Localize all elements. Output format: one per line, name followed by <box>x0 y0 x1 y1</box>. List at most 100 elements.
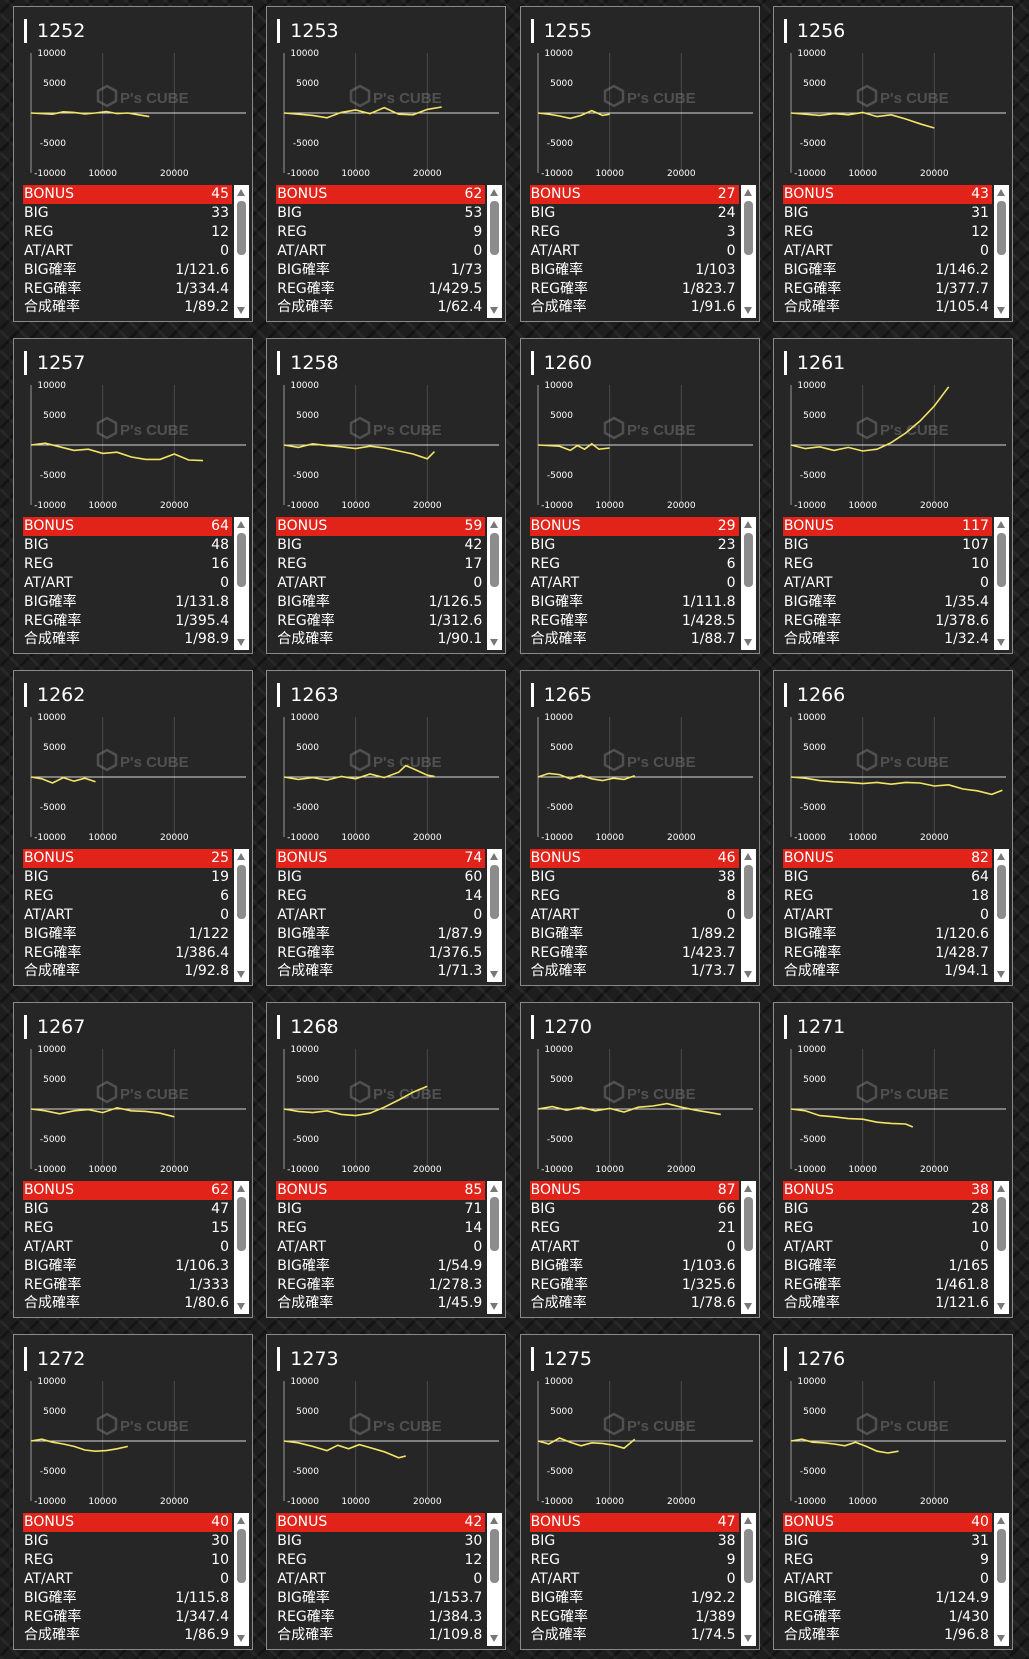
stats-scrollbar[interactable] <box>993 185 1009 318</box>
machine-card[interactable]: 1276 P's CUBE 10000 5000 -5000 -10000 10000 200… <box>772 1334 1013 1650</box>
scroll-down-arrow-icon[interactable] <box>490 639 499 646</box>
scroll-up-arrow-icon[interactable] <box>996 1517 1005 1524</box>
machine-card[interactable]: 1266 P's CUBE 10000 5000 -5000 -10000 10000 200… <box>772 670 1013 986</box>
scroll-down-arrow-icon[interactable] <box>996 1303 1005 1310</box>
machine-card[interactable]: 1261 P's CUBE 10000 5000 -5000 -10000 10000 200… <box>772 338 1013 654</box>
scroll-up-arrow-icon[interactable] <box>996 189 1005 196</box>
machine-card[interactable]: 1270 P's CUBE 10000 5000 -5000 -10000 10000 200… <box>519 1002 760 1318</box>
stats-scrollbar[interactable] <box>993 1513 1009 1646</box>
scroll-down-arrow-icon[interactable] <box>490 1303 499 1310</box>
scroll-up-arrow-icon[interactable] <box>996 521 1005 528</box>
scroll-down-arrow-icon[interactable] <box>743 1635 752 1642</box>
scroll-down-arrow-icon[interactable] <box>996 1635 1005 1642</box>
machine-card[interactable]: 1263 P's CUBE 10000 5000 -5000 -10000 10000 200… <box>266 670 507 986</box>
scroll-thumb[interactable] <box>237 865 246 919</box>
scroll-up-arrow-icon[interactable] <box>996 853 1005 860</box>
machine-card[interactable]: 1257 P's CUBE 10000 5000 -5000 -10000 10000 200… <box>13 338 253 654</box>
scroll-up-arrow-icon[interactable] <box>743 853 752 860</box>
scroll-down-arrow-icon[interactable] <box>237 1635 245 1642</box>
machine-card[interactable]: 1265 P's CUBE 10000 5000 -5000 -10000 10000 200… <box>519 670 760 986</box>
scroll-up-arrow-icon[interactable] <box>237 189 245 196</box>
scroll-thumb[interactable] <box>996 533 1006 587</box>
stats-scrollbar[interactable] <box>740 185 756 318</box>
scroll-down-arrow-icon[interactable] <box>743 307 752 314</box>
scroll-down-arrow-icon[interactable] <box>743 971 752 978</box>
scroll-thumb[interactable] <box>996 1197 1006 1251</box>
scroll-thumb[interactable] <box>996 865 1006 919</box>
machine-card[interactable]: 1275 P's CUBE 10000 5000 -5000 -10000 10000 200… <box>519 1334 760 1650</box>
stats-scrollbar[interactable] <box>993 849 1009 982</box>
machine-card[interactable]: 1267 P's CUBE 10000 5000 -5000 -10000 10000 200… <box>13 1002 253 1318</box>
stats-scrollbar[interactable] <box>740 1513 756 1646</box>
stats-scrollbar[interactable] <box>234 1513 249 1646</box>
machine-card[interactable]: 1271 P's CUBE 10000 5000 -5000 -10000 10000 200… <box>772 1002 1013 1318</box>
scroll-up-arrow-icon[interactable] <box>490 189 499 196</box>
scroll-up-arrow-icon[interactable] <box>490 853 499 860</box>
scroll-thumb[interactable] <box>743 533 753 587</box>
stats-scrollbar[interactable] <box>993 517 1009 650</box>
scroll-up-arrow-icon[interactable] <box>237 1185 245 1192</box>
scroll-down-arrow-icon[interactable] <box>996 639 1005 646</box>
scroll-thumb[interactable] <box>490 1197 500 1251</box>
machine-card[interactable]: 1256 P's CUBE 10000 5000 -5000 -10000 10000 200… <box>772 6 1013 322</box>
stats-scrollbar[interactable] <box>740 517 756 650</box>
stats-scrollbar[interactable] <box>234 849 249 982</box>
scroll-up-arrow-icon[interactable] <box>743 1185 752 1192</box>
scroll-up-arrow-icon[interactable] <box>743 1517 752 1524</box>
scroll-down-arrow-icon[interactable] <box>490 971 499 978</box>
scroll-thumb[interactable] <box>743 865 753 919</box>
machine-card[interactable]: 1272 P's CUBE 10000 5000 -5000 -10000 10000 200… <box>13 1334 253 1650</box>
stats-scrollbar[interactable] <box>234 185 249 318</box>
scroll-up-arrow-icon[interactable] <box>743 521 752 528</box>
stats-scrollbar[interactable] <box>487 1513 503 1646</box>
machine-card[interactable]: 1255 P's CUBE 10000 5000 -5000 -10000 10000 200… <box>519 6 760 322</box>
machine-card[interactable]: 1252 P's CUBE 10000 5000 -5000 -10000 10000 200… <box>13 6 253 322</box>
scroll-up-arrow-icon[interactable] <box>743 189 752 196</box>
stats-scrollbar[interactable] <box>487 517 503 650</box>
scroll-up-arrow-icon[interactable] <box>996 1185 1005 1192</box>
scroll-up-arrow-icon[interactable] <box>490 521 499 528</box>
scroll-thumb[interactable] <box>743 1529 753 1583</box>
stats-scrollbar[interactable] <box>234 1181 249 1314</box>
scroll-thumb[interactable] <box>743 1197 753 1251</box>
scroll-down-arrow-icon[interactable] <box>743 639 752 646</box>
scroll-up-arrow-icon[interactable] <box>237 853 245 860</box>
scroll-thumb[interactable] <box>237 201 246 255</box>
machine-card[interactable]: 1260 P's CUBE 10000 5000 -5000 -10000 10000 200… <box>519 338 760 654</box>
scroll-thumb[interactable] <box>743 201 753 255</box>
stats-scrollbar[interactable] <box>740 1181 756 1314</box>
scroll-up-arrow-icon[interactable] <box>490 1185 499 1192</box>
scroll-thumb[interactable] <box>237 1197 246 1251</box>
scroll-down-arrow-icon[interactable] <box>237 1303 245 1310</box>
scroll-down-arrow-icon[interactable] <box>237 307 245 314</box>
scroll-up-arrow-icon[interactable] <box>237 1517 245 1524</box>
scroll-down-arrow-icon[interactable] <box>237 971 245 978</box>
scroll-thumb[interactable] <box>996 1529 1006 1583</box>
scroll-down-arrow-icon[interactable] <box>490 1635 499 1642</box>
machine-card[interactable]: 1268 P's CUBE 10000 5000 -5000 -10000 10000 200… <box>266 1002 507 1318</box>
scroll-thumb[interactable] <box>237 1529 246 1583</box>
stats-scrollbar[interactable] <box>487 1181 503 1314</box>
scroll-down-arrow-icon[interactable] <box>996 971 1005 978</box>
scroll-thumb[interactable] <box>490 533 500 587</box>
stats-scrollbar[interactable] <box>740 849 756 982</box>
scroll-down-arrow-icon[interactable] <box>996 307 1005 314</box>
scroll-up-arrow-icon[interactable] <box>490 1517 499 1524</box>
machine-card[interactable]: 1262 P's CUBE 10000 5000 -5000 -10000 10000 200… <box>13 670 253 986</box>
scroll-down-arrow-icon[interactable] <box>237 639 245 646</box>
machine-card[interactable]: 1258 P's CUBE 10000 5000 -5000 -10000 10000 200… <box>266 338 507 654</box>
stats-scrollbar[interactable] <box>234 517 249 650</box>
scroll-thumb[interactable] <box>490 1529 500 1583</box>
scroll-thumb[interactable] <box>996 201 1006 255</box>
scroll-up-arrow-icon[interactable] <box>237 521 245 528</box>
scroll-down-arrow-icon[interactable] <box>490 307 499 314</box>
scroll-thumb[interactable] <box>237 533 246 587</box>
stats-scrollbar[interactable] <box>993 1181 1009 1314</box>
scroll-thumb[interactable] <box>490 865 500 919</box>
stats-scrollbar[interactable] <box>487 849 503 982</box>
stats-scrollbar[interactable] <box>487 185 503 318</box>
machine-card[interactable]: 1253 P's CUBE 10000 5000 -5000 -10000 10000 200… <box>266 6 507 322</box>
machine-card[interactable]: 1273 P's CUBE 10000 5000 -5000 -10000 10000 200… <box>266 1334 507 1650</box>
scroll-thumb[interactable] <box>490 201 500 255</box>
scroll-down-arrow-icon[interactable] <box>743 1303 752 1310</box>
